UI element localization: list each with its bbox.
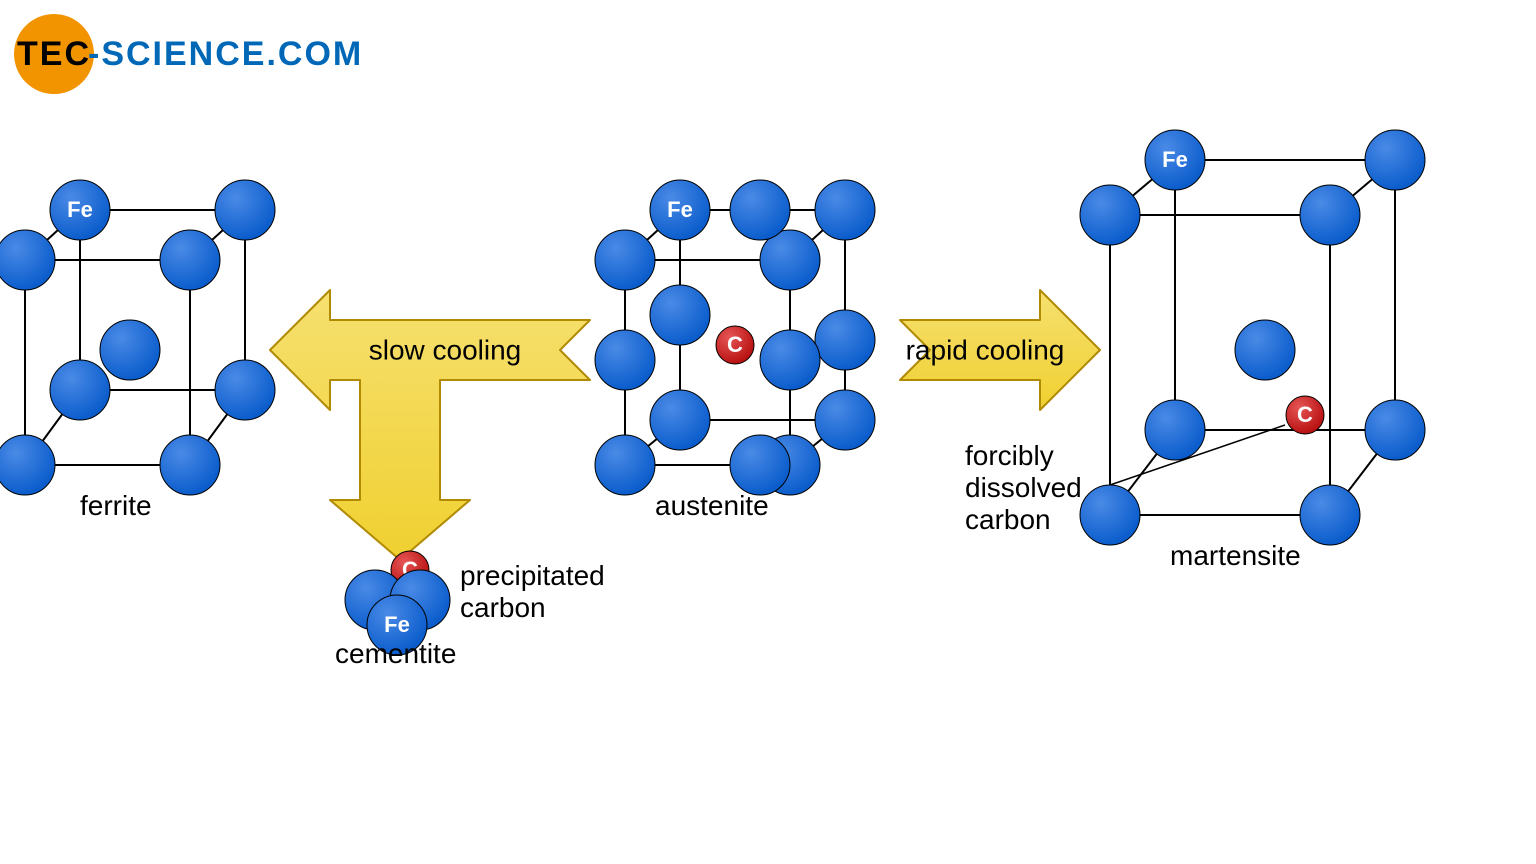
austenite-label: austenite: [655, 490, 769, 522]
cementite-label: cementite: [335, 638, 456, 670]
precipitated-label: precipitated carbon: [460, 560, 605, 624]
forcibly-label: forcibly dissolved carbon: [965, 440, 1082, 537]
svg-text:Fe: Fe: [67, 197, 93, 222]
svg-text:C: C: [727, 332, 743, 357]
svg-text:Fe: Fe: [384, 612, 410, 637]
svg-text:Fe: Fe: [1162, 147, 1188, 172]
martensite-label: martensite: [1170, 540, 1301, 572]
ferrite-label: ferrite: [80, 490, 152, 522]
diagram-svg: FeFeCFeCCFe slow cooling rapid cooling: [0, 0, 1536, 864]
slow-cooling-label: slow cooling: [369, 334, 522, 365]
svg-text:C: C: [1297, 402, 1313, 427]
atoms-layer: FeFeCFeCCFe: [0, 130, 1425, 655]
rapid-cooling-label: rapid cooling: [906, 334, 1065, 365]
svg-text:Fe: Fe: [667, 197, 693, 222]
